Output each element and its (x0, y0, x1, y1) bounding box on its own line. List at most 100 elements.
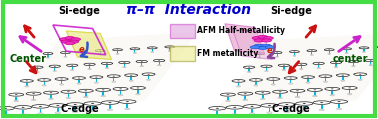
Circle shape (82, 51, 84, 52)
Ellipse shape (302, 76, 314, 78)
Ellipse shape (67, 103, 84, 106)
Text: C-edge: C-edge (272, 104, 310, 114)
Circle shape (296, 90, 299, 91)
Circle shape (276, 52, 278, 53)
Circle shape (91, 103, 94, 104)
Circle shape (99, 50, 101, 51)
FancyArrow shape (227, 97, 229, 101)
Circle shape (106, 63, 108, 64)
Ellipse shape (26, 92, 41, 95)
Polygon shape (232, 29, 272, 60)
Circle shape (318, 63, 320, 64)
FancyArrow shape (37, 69, 38, 72)
Ellipse shape (84, 102, 101, 105)
Ellipse shape (290, 51, 299, 53)
Circle shape (263, 37, 273, 40)
Ellipse shape (32, 105, 49, 108)
Circle shape (319, 109, 324, 111)
Circle shape (147, 74, 150, 75)
Circle shape (136, 87, 139, 88)
FancyArrow shape (294, 53, 295, 56)
Circle shape (129, 80, 133, 81)
Ellipse shape (95, 50, 105, 52)
FancyBboxPatch shape (170, 46, 195, 61)
Ellipse shape (142, 73, 155, 76)
Circle shape (53, 70, 57, 72)
FancyArrow shape (106, 65, 108, 68)
FancyArrow shape (148, 76, 149, 80)
Circle shape (4, 108, 7, 109)
FancyArrow shape (259, 55, 260, 58)
FancyArrowPatch shape (268, 44, 275, 58)
Circle shape (279, 91, 282, 92)
Ellipse shape (147, 47, 157, 49)
Circle shape (254, 85, 258, 86)
FancyArrow shape (78, 80, 80, 84)
Circle shape (248, 67, 250, 68)
Ellipse shape (243, 105, 261, 108)
Text: FM metallicity: FM metallicity (197, 49, 258, 58)
Circle shape (226, 94, 229, 95)
Circle shape (36, 67, 39, 68)
Circle shape (303, 103, 306, 104)
Circle shape (42, 85, 46, 86)
FancyArrow shape (297, 93, 298, 97)
Ellipse shape (43, 91, 59, 94)
Circle shape (250, 46, 260, 49)
Circle shape (50, 92, 53, 93)
FancyArrow shape (130, 77, 132, 81)
Circle shape (233, 107, 236, 108)
FancyArrow shape (283, 67, 285, 70)
Circle shape (71, 65, 73, 66)
Circle shape (258, 46, 268, 50)
FancyArrow shape (22, 110, 24, 115)
Circle shape (65, 42, 75, 45)
Polygon shape (6, 32, 198, 108)
FancyArrow shape (279, 94, 281, 98)
Circle shape (49, 98, 53, 100)
FancyArrow shape (255, 82, 257, 85)
Circle shape (56, 105, 59, 106)
Ellipse shape (307, 50, 317, 52)
Circle shape (254, 44, 264, 47)
FancyArrow shape (248, 69, 250, 72)
Circle shape (252, 37, 262, 40)
Circle shape (71, 38, 81, 41)
Circle shape (348, 87, 351, 88)
Circle shape (136, 94, 140, 95)
FancyArrow shape (117, 51, 118, 54)
FancyArrow shape (273, 81, 274, 84)
FancyArrow shape (290, 80, 291, 84)
Ellipse shape (296, 63, 307, 66)
Circle shape (32, 93, 35, 94)
Circle shape (61, 40, 71, 43)
Circle shape (15, 94, 18, 95)
Ellipse shape (272, 52, 282, 54)
FancyArrow shape (68, 94, 69, 98)
Circle shape (69, 40, 79, 43)
Text: C-edge: C-edge (60, 104, 99, 114)
Circle shape (359, 74, 361, 75)
Ellipse shape (32, 66, 43, 68)
Circle shape (65, 52, 66, 53)
FancyArrow shape (169, 48, 170, 51)
Circle shape (112, 81, 116, 82)
Circle shape (133, 52, 136, 53)
Ellipse shape (354, 73, 367, 76)
Polygon shape (217, 32, 378, 108)
FancyArrow shape (61, 81, 62, 84)
Ellipse shape (330, 100, 348, 103)
Circle shape (232, 114, 237, 115)
FancyArrow shape (325, 78, 326, 82)
Ellipse shape (9, 93, 24, 96)
Ellipse shape (119, 100, 136, 103)
Ellipse shape (49, 104, 67, 107)
FancyArrow shape (321, 105, 322, 110)
FancyArrow shape (109, 105, 111, 110)
Ellipse shape (325, 87, 340, 90)
Circle shape (74, 104, 77, 105)
Circle shape (147, 79, 150, 80)
Text: Center: Center (9, 55, 46, 64)
Circle shape (284, 111, 290, 113)
Text: e: e (266, 46, 272, 55)
